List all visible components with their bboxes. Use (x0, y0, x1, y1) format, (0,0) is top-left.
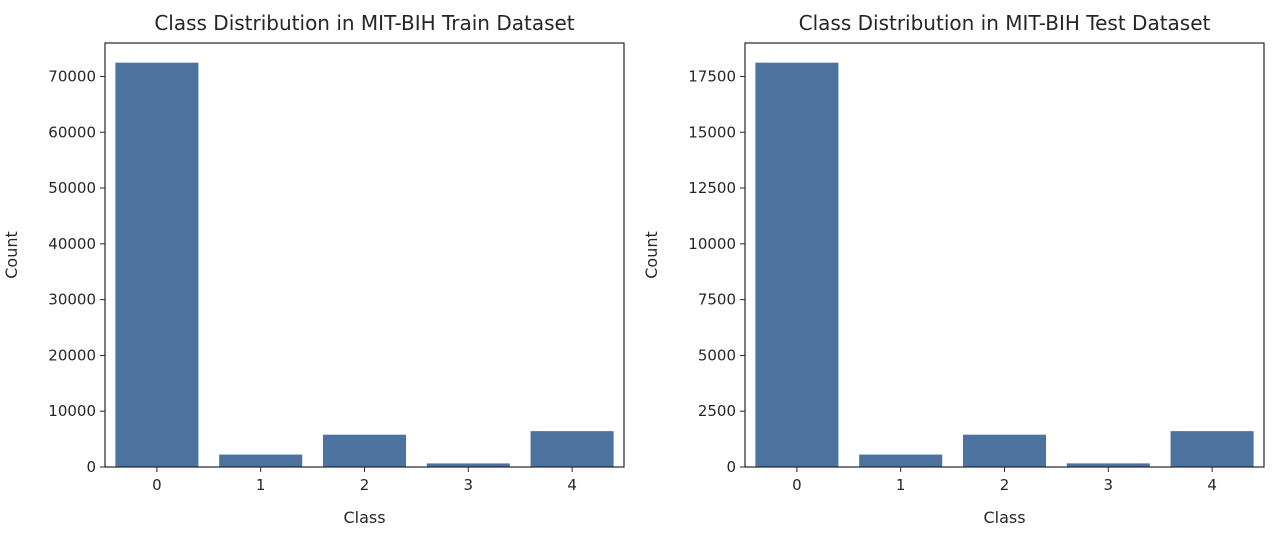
y-axis-label: Count (2, 231, 21, 279)
bar-class-1 (219, 454, 303, 467)
y-ticks-group: 0 10000 20000 30000 40000 50000 60000 70000 (48, 67, 105, 476)
y-tick-label: 70000 (48, 67, 96, 85)
bar-class-4 (530, 431, 614, 467)
bar-class-3 (1066, 463, 1150, 467)
x-tick-label: 0 (792, 476, 802, 494)
bars-group (115, 62, 614, 467)
y-tick-label: 10000 (688, 235, 736, 253)
y-tick-label: 30000 (48, 291, 96, 309)
bars-group (755, 62, 1254, 467)
y-tick-label: 10000 (48, 402, 96, 420)
plot-frame (744, 42, 1265, 468)
chart-train: Class Distribution in MIT-BIH Train Data… (2, 11, 625, 527)
y-tick-label: 60000 (48, 123, 96, 141)
y-tick-label: 17500 (688, 67, 736, 85)
y-tick-label: 40000 (48, 235, 96, 253)
y-tick-label: 2500 (698, 402, 736, 420)
chart-title: Class Distribution in MIT-BIH Test Datas… (799, 11, 1211, 35)
x-tick-label: 4 (1207, 476, 1217, 494)
x-tick-label: 3 (464, 476, 474, 494)
bar-class-3 (426, 463, 510, 467)
y-axis-label: Count (642, 231, 661, 279)
y-tick-label: 5000 (698, 346, 736, 364)
x-axis-label: Class (343, 508, 385, 527)
bar-class-2 (962, 434, 1047, 467)
bar-class-1 (859, 454, 943, 467)
x-axis-label: Class (983, 508, 1025, 527)
x-tick-label: 0 (152, 476, 162, 494)
y-tick-label: 0 (86, 458, 96, 476)
y-tick-label: 15000 (688, 123, 736, 141)
y-tick-label: 7500 (698, 291, 736, 309)
x-tick-label: 1 (256, 476, 266, 494)
chart-title: Class Distribution in MIT-BIH Train Data… (154, 11, 574, 35)
bar-class-0 (115, 62, 199, 467)
x-tick-label: 3 (1104, 476, 1114, 494)
x-ticks-group: 0 1 2 3 4 (792, 467, 1217, 494)
x-tick-label: 2 (360, 476, 370, 494)
x-ticks-group: 0 1 2 3 4 (152, 467, 577, 494)
x-tick-label: 2 (1000, 476, 1010, 494)
y-tick-label: 12500 (688, 179, 736, 197)
bar-class-2 (322, 434, 407, 467)
chart-test: Class Distribution in MIT-BIH Test Datas… (642, 11, 1265, 527)
plot-frame (104, 42, 625, 468)
y-tick-label: 0 (726, 458, 736, 476)
bar-class-0 (755, 62, 839, 467)
x-tick-label: 1 (896, 476, 906, 494)
x-tick-label: 4 (567, 476, 577, 494)
y-tick-label: 50000 (48, 179, 96, 197)
y-ticks-group: 0 2500 5000 7500 10000 12500 15000 17500 (688, 67, 745, 476)
y-tick-label: 20000 (48, 346, 96, 364)
bar-class-4 (1170, 431, 1254, 467)
